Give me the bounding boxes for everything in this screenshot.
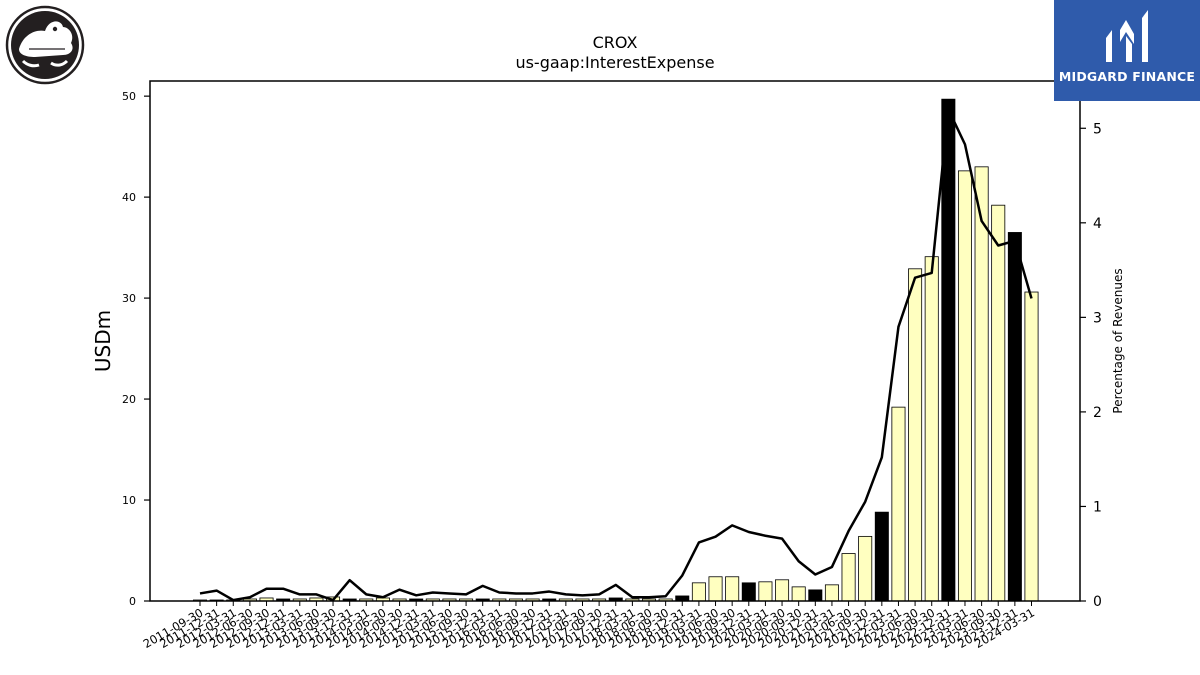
y-tick-label: 30	[122, 292, 136, 305]
y-tick-label: 10	[122, 494, 136, 507]
bar-2021-12-31	[874, 511, 889, 602]
y-axis-label: USDm	[91, 310, 115, 372]
crocodile-logo-icon	[5, 5, 85, 85]
bar-2024-03-31	[1024, 291, 1039, 602]
bar-2020-03-31	[758, 581, 773, 602]
bar-2020-09-30	[791, 586, 806, 602]
bar-2020-06-30	[775, 579, 790, 602]
bar-2022-09-30	[924, 256, 939, 602]
bar-2022-12-31	[941, 98, 956, 602]
y2-tick-label: 1	[1093, 499, 1102, 515]
y-tick-label: 50	[122, 90, 136, 103]
line-series	[199, 108, 1033, 602]
y2-tick-label: 0	[1093, 594, 1102, 610]
revenue-share-line	[199, 108, 1033, 602]
chart-title: CROX	[593, 33, 638, 52]
bar-2019-12-31	[741, 582, 756, 602]
y2-tick-label: 4	[1093, 216, 1102, 232]
x-axis: 2011-09-302011-12-312012-03-312012-06-30…	[141, 601, 1037, 651]
plot-frame	[149, 80, 1081, 602]
brand-name: MIDGARD FINANCE	[1058, 69, 1196, 84]
brand-banner: MIDGARD FINANCE	[1054, 0, 1200, 101]
bar-2019-06-30	[708, 576, 723, 602]
bar-2019-03-31	[691, 582, 706, 602]
bar-2021-03-31	[824, 584, 839, 602]
bar-2022-03-31	[891, 406, 906, 602]
midgard-logo-icon	[1106, 10, 1148, 62]
y2-axis-label: Percentage of Revenues	[1111, 268, 1125, 413]
bar-2023-03-31	[957, 170, 972, 602]
bar-2023-06-30	[974, 166, 989, 602]
y2-tick-label: 3	[1093, 310, 1102, 326]
y2-tick-label: 2	[1093, 405, 1102, 421]
bar-2022-06-30	[908, 268, 923, 602]
y-tick-label: 20	[122, 393, 136, 406]
bar-2023-09-30	[991, 204, 1006, 602]
bar-2023-12-31	[1007, 232, 1022, 602]
bar-series	[192, 98, 1039, 602]
y2-tick-label: 5	[1093, 121, 1102, 137]
bar-2020-12-31	[808, 589, 823, 602]
y-tick-label: 0	[129, 595, 136, 608]
chart-subtitle: us-gaap:InterestExpense	[515, 53, 714, 72]
bar-2018-12-31	[675, 595, 690, 602]
bar-2021-06-30	[841, 553, 856, 602]
bar-2019-09-30	[725, 576, 740, 602]
y-tick-label: 40	[122, 191, 136, 204]
right-axis: 0 1 2 3 4 5	[1080, 121, 1102, 610]
bar-2021-09-30	[858, 535, 873, 602]
left-axis: 0 10 20 30 40 50	[122, 90, 150, 608]
